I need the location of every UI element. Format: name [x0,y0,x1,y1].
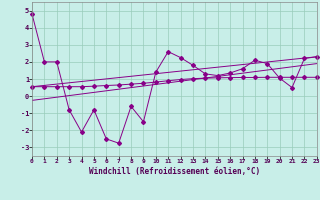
X-axis label: Windchill (Refroidissement éolien,°C): Windchill (Refroidissement éolien,°C) [89,167,260,176]
